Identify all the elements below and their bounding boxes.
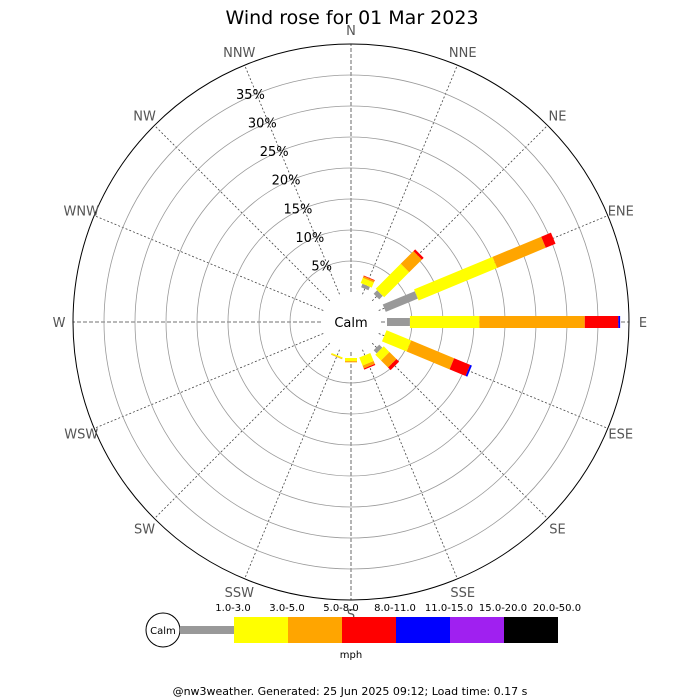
bar-ese-8.0-11.0 bbox=[449, 358, 471, 376]
outer-ring bbox=[72, 43, 630, 601]
bar-nne-1.0-3.0 bbox=[361, 283, 370, 291]
legend-calm-label: Calm bbox=[150, 626, 176, 637]
calm-circle bbox=[324, 295, 378, 349]
direction-label-s: S bbox=[347, 608, 355, 623]
direction-label-n: N bbox=[346, 24, 356, 39]
legend-unit: mph bbox=[340, 650, 362, 661]
bar-sse-3.0-5.0 bbox=[359, 352, 374, 366]
legend-label-20.0-50.0: 20.0-50.0 bbox=[533, 603, 581, 614]
bar-ssw-3.0-5.0 bbox=[331, 352, 343, 359]
bar-ne-3.0-5.0 bbox=[375, 263, 410, 298]
direction-label-wnw: WNW bbox=[64, 204, 100, 219]
direction-label-ese: ESE bbox=[608, 428, 633, 443]
calm-label: Calm bbox=[334, 316, 367, 331]
legend-swatch-3.0-5.0 bbox=[234, 617, 288, 643]
bar-se-1.0-3.0 bbox=[373, 344, 383, 354]
bar-e-3.0-5.0 bbox=[409, 316, 480, 328]
bar-ne-8.0-11.0 bbox=[413, 249, 424, 260]
bar-se-5.0-8.0 bbox=[380, 351, 397, 368]
legend-label-11.0-15.0: 11.0-15.0 bbox=[425, 603, 473, 614]
legend-label-5.0-8.0: 5.0-8.0 bbox=[323, 603, 358, 614]
ring-label-20: 20% bbox=[272, 174, 301, 189]
bar-ene-8.0-11.0 bbox=[541, 232, 556, 248]
legend-label-3.0-5.0: 3.0-5.0 bbox=[269, 603, 304, 614]
bar-ene-3.0-5.0 bbox=[414, 256, 498, 301]
direction-label-nnw: NNW bbox=[223, 46, 255, 61]
bar-sse-8.0-11.0 bbox=[363, 363, 376, 370]
bar-nne-3.0-5.0 bbox=[360, 277, 374, 288]
bar-se-8.0-11.0 bbox=[387, 358, 400, 371]
bar-s-3.0-5.0 bbox=[345, 358, 357, 362]
footer-text: @nw3weather. Generated: 25 Jun 2025 09:1… bbox=[173, 685, 528, 698]
chart-title: Wind rose for 01 Mar 2023 bbox=[225, 7, 478, 29]
legend-swatch-15.0-20.0 bbox=[450, 617, 504, 643]
direction-label-nne: NNE bbox=[449, 46, 477, 61]
direction-label-se: SE bbox=[549, 522, 565, 537]
direction-label-nw: NW bbox=[133, 110, 156, 125]
bar-ne-5.0-8.0 bbox=[400, 251, 422, 273]
direction-label-sw: SW bbox=[134, 522, 155, 537]
legend-swatch-5.0-8.0 bbox=[288, 617, 342, 643]
ring-label-5: 5% bbox=[311, 260, 332, 275]
bar-nne-5.0-8.0 bbox=[362, 276, 375, 283]
spoke-wsw bbox=[94, 333, 324, 429]
direction-labels: N NNE NE ENE E ESE SE SSE S SSW SW WSW W WNW NW NNW bbox=[53, 24, 648, 623]
direction-label-w: W bbox=[53, 316, 66, 331]
bar-se-3.0-5.0 bbox=[375, 346, 390, 361]
bar-nne-8.0-11.0 bbox=[363, 275, 375, 281]
ring-label-30: 30% bbox=[248, 116, 277, 131]
spoke-sse bbox=[362, 349, 458, 579]
bar-ene-5.0-8.0 bbox=[492, 236, 546, 268]
direction-label-ene: ENE bbox=[608, 204, 634, 219]
legend-label-8.0-11.0: 8.0-11.0 bbox=[374, 603, 416, 614]
speed-legend: Calm 1.0-3.0 3.0-5.0 5.0-8.0 8.0-11.0 11.0-15… bbox=[145, 603, 581, 661]
bar-sse-5.0-8.0 bbox=[362, 360, 375, 369]
calm-center: Calm bbox=[324, 295, 378, 349]
bar-e-11.0-15.0 bbox=[618, 316, 621, 328]
ring-label-35: 35% bbox=[236, 88, 265, 103]
direction-label-e: E bbox=[639, 316, 647, 331]
direction-label-sse: SSE bbox=[450, 586, 475, 601]
direction-label-wsw: WSW bbox=[64, 428, 98, 443]
legend-swatch-1.0-3.0 bbox=[180, 626, 234, 634]
bar-ssw-5.0-8.0 bbox=[330, 354, 343, 360]
legend-swatch-20.0-50.0 bbox=[504, 617, 558, 643]
legend-label-1.0-3.0: 1.0-3.0 bbox=[215, 603, 250, 614]
bar-ese-11.0-15.0 bbox=[465, 364, 472, 377]
legend-swatch-8.0-11.0 bbox=[342, 617, 396, 643]
bar-ese-5.0-8.0 bbox=[406, 340, 455, 370]
bar-ne-1.0-3.0 bbox=[373, 290, 383, 300]
ring-labels: 5% 10% 15% 20% 25% 30% 35% bbox=[236, 88, 332, 275]
ring-label-25: 25% bbox=[260, 145, 289, 160]
legend-label-15.0-20.0: 15.0-20.0 bbox=[479, 603, 527, 614]
spoke-nnw bbox=[244, 65, 340, 295]
bar-e-5.0-8.0 bbox=[479, 316, 585, 328]
direction-label-ne: NE bbox=[548, 110, 566, 125]
bar-ene-1.0-3.0 bbox=[382, 291, 418, 312]
bar-s-5.0-8.0 bbox=[345, 361, 357, 363]
spoke-wnw bbox=[94, 215, 324, 311]
bar-ese-3.0-5.0 bbox=[381, 330, 412, 352]
bar-e-1.0-3.0 bbox=[386, 318, 410, 326]
ring-label-15: 15% bbox=[283, 202, 312, 217]
direction-label-ssw: SSW bbox=[225, 586, 255, 601]
spoke-nne bbox=[362, 65, 458, 295]
ring-label-10: 10% bbox=[295, 231, 324, 246]
bar-e-8.0-11.0 bbox=[584, 316, 619, 328]
legend-swatch-11.0-15.0 bbox=[396, 617, 450, 643]
rose-bars bbox=[330, 232, 621, 377]
